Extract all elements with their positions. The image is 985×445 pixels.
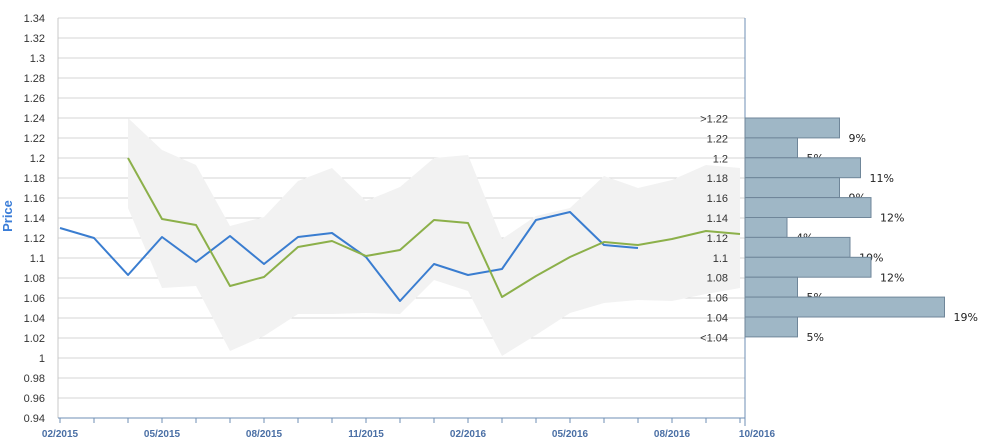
histogram-value-label-7: 12% <box>880 271 904 284</box>
x-tick-label-7: 10/2016 <box>739 429 776 440</box>
y-tick-label-8: 1.1 <box>30 253 45 265</box>
y-tick-label-2: 0.98 <box>24 373 45 385</box>
y-tick-label-6: 1.06 <box>24 293 45 305</box>
y-tick-label-5: 1.04 <box>24 313 45 325</box>
y-tick-label-9: 1.12 <box>24 233 45 245</box>
histogram-bar-7 <box>744 256 872 278</box>
y-tick-label-17: 1.28 <box>24 73 45 85</box>
distribution-histogram: >1.22 1.22 1.2 1.18 1.16 1.14 1.12 1.1 1.08 1.06 1… <box>700 114 978 345</box>
y-axis-label: Price <box>0 200 15 232</box>
histogram-category-9: 1.06 <box>707 293 728 305</box>
histogram-bar-5 <box>744 217 788 238</box>
band-area <box>128 118 740 356</box>
x-tick-label-6: 08/2016 <box>654 429 691 440</box>
y-tick-label-3: 1 <box>39 353 45 365</box>
histogram-value-label-9: 19% <box>954 311 978 324</box>
histogram-category-4: 1.16 <box>707 193 728 205</box>
histogram-category-5: 1.14 <box>707 213 728 225</box>
x-tick-label-1: 05/2015 <box>144 429 181 440</box>
histogram-category-10: 1.04 <box>707 313 728 325</box>
histogram-category-6: 1.12 <box>707 233 728 245</box>
histogram-category-11: <1.04 <box>700 332 728 344</box>
y-tick-label-19: 1.32 <box>24 33 45 45</box>
y-tick-label-12: 1.18 <box>24 173 45 185</box>
y-tick-label-16: 1.26 <box>24 93 45 105</box>
y-tick-label-13: 1.2 <box>30 153 45 165</box>
y-tick-label-18: 1.3 <box>30 53 45 65</box>
histogram-value-label-2: 11% <box>870 172 894 185</box>
y-tick-label-11: 1.16 <box>24 193 45 205</box>
series-line-1 <box>127 157 741 298</box>
x-tick-label-3: 11/2015 <box>348 429 384 440</box>
histogram-bar-1 <box>744 137 798 159</box>
histogram-category-1: 1.22 <box>707 133 728 145</box>
histogram-value-label-4: 12% <box>880 212 904 225</box>
y-tick-label-4: 1.02 <box>24 333 45 345</box>
range-band <box>128 118 740 356</box>
histogram-category-2: 1.2 <box>713 153 728 165</box>
y-tick-label-14: 1.22 <box>24 133 45 145</box>
histogram-bar-3 <box>744 177 840 199</box>
y-tick-label-0: 0.94 <box>24 413 45 425</box>
histogram-value-label-10: 5% <box>807 331 824 344</box>
x-tick-labels: 02/2015 05/2015 08/2015 11/2015 02/2016 05/20… <box>42 429 776 440</box>
y-tick-label-1: 0.96 <box>24 393 45 405</box>
y-tick-label-7: 1.08 <box>24 273 45 285</box>
histogram-category-8: 1.08 <box>707 273 728 285</box>
histogram-bar-4 <box>744 197 872 219</box>
histogram-category-0: >1.22 <box>700 114 728 126</box>
y-tick-label-10: 1.14 <box>24 213 45 225</box>
histogram-bar-9 <box>744 296 945 318</box>
series-line-0 <box>59 211 639 302</box>
histogram-bar-6 <box>744 236 851 258</box>
histogram-value-label-0: 9% <box>849 132 866 145</box>
histogram-bar-10 <box>744 316 798 338</box>
y-tick-label-20: 1.34 <box>24 13 45 25</box>
x-tick-label-4: 02/2016 <box>450 429 487 440</box>
histogram-category-3: 1.18 <box>707 173 728 185</box>
histogram-bar-8 <box>744 276 798 298</box>
y-tick-label-15: 1.24 <box>24 113 45 125</box>
x-tick-label-0: 02/2015 <box>42 429 79 440</box>
y-tick-labels: 0.94 0.96 0.98 1 1.02 1.04 1.06 1.08 1.1 1.12 1.14… <box>24 13 45 425</box>
x-tick-label-2: 08/2015 <box>246 429 283 440</box>
histogram-bar-2 <box>744 157 861 179</box>
histogram-category-7: 1.1 <box>713 253 728 265</box>
histogram-bar-0 <box>744 117 840 139</box>
series-lines <box>59 157 741 302</box>
x-tick-label-5: 05/2016 <box>552 429 589 440</box>
